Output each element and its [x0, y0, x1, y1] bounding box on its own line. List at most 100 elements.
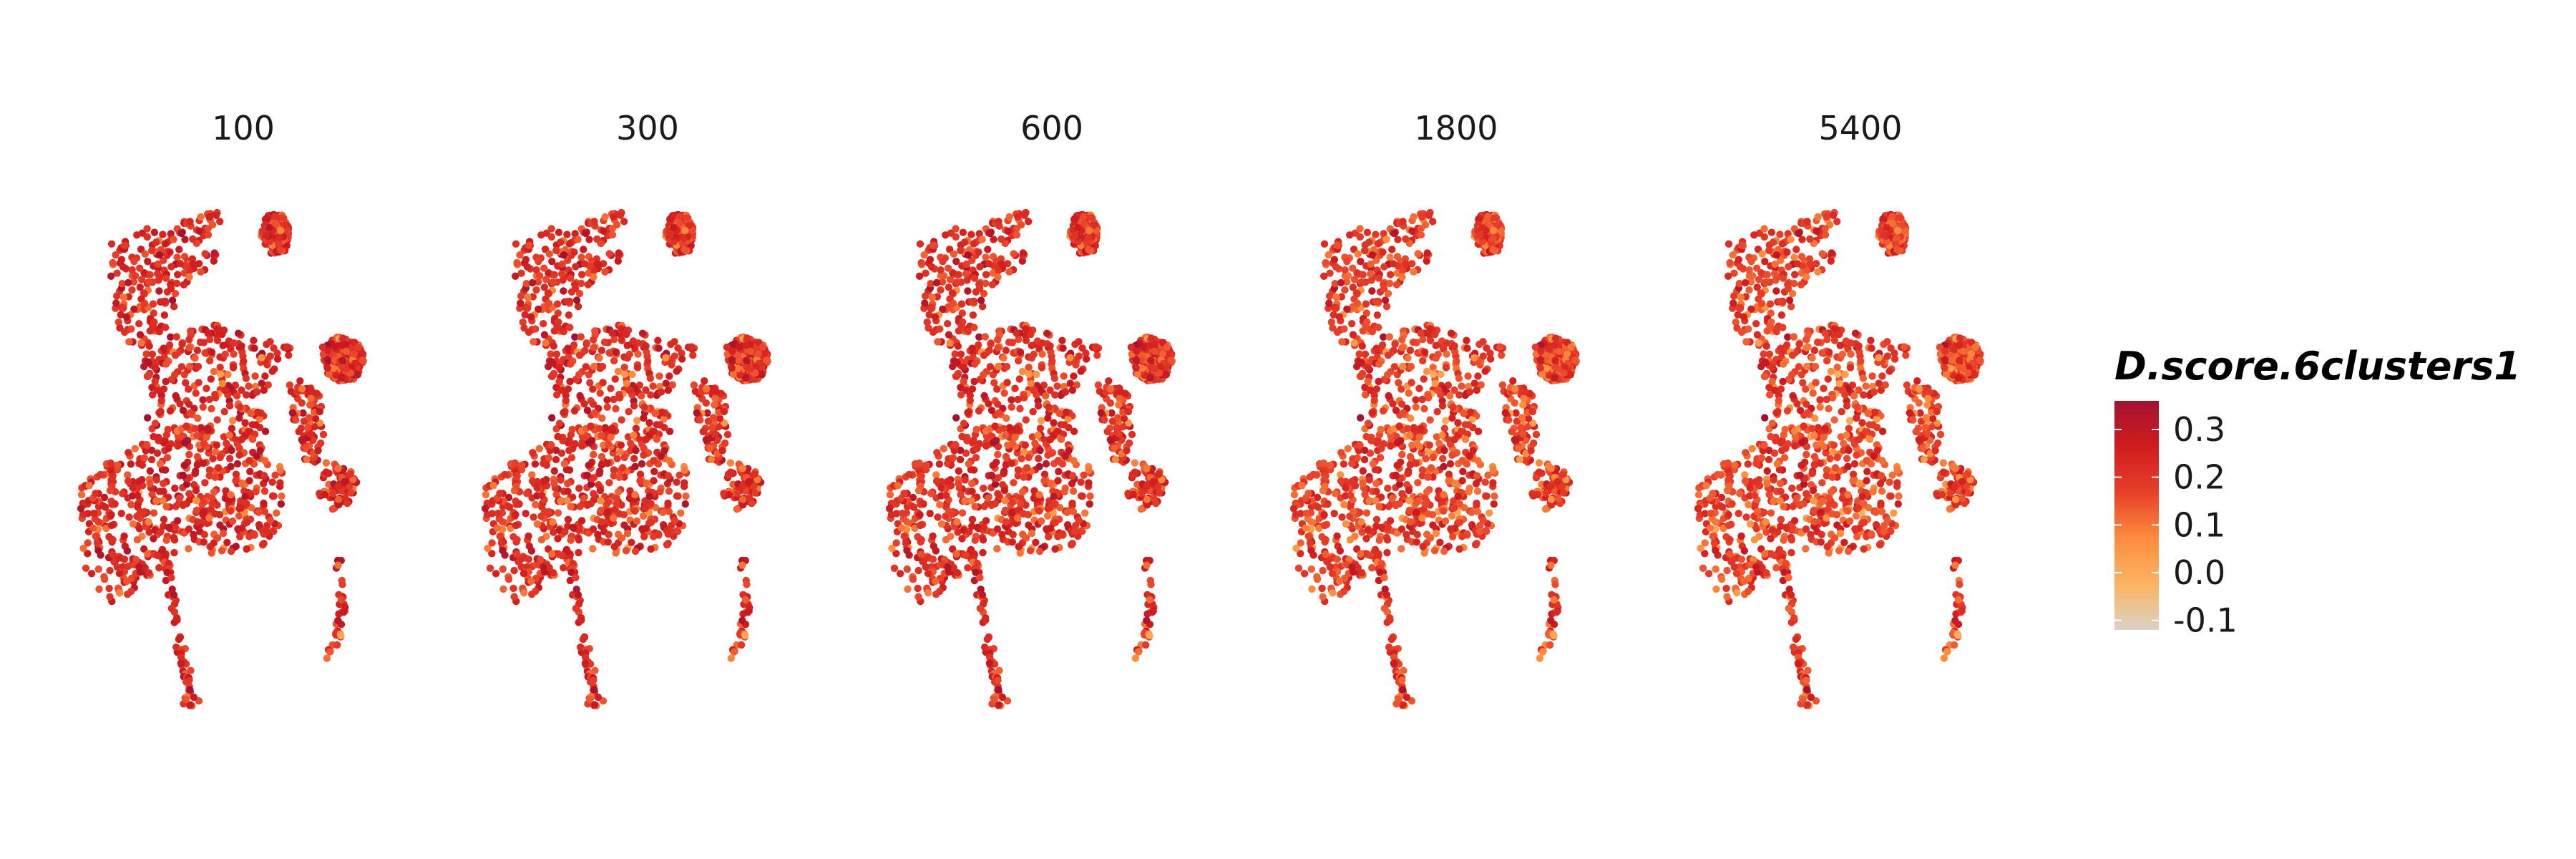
cell-point	[614, 367, 623, 376]
cell-point	[566, 324, 574, 331]
cell-point	[1045, 533, 1053, 540]
cell-point	[338, 581, 346, 588]
cell-point	[216, 364, 224, 372]
cell-point	[994, 490, 1002, 498]
cell-point	[200, 530, 208, 538]
cell-point	[699, 427, 707, 436]
cell-point	[1082, 355, 1091, 363]
cell-point	[245, 477, 253, 485]
cell-point	[157, 397, 165, 404]
cell-point	[218, 379, 226, 387]
cell-point	[641, 504, 650, 512]
cell-point	[987, 471, 995, 480]
cell-point	[203, 433, 210, 441]
cell-point	[182, 480, 191, 488]
cell-point	[618, 534, 626, 542]
cell-point	[255, 415, 263, 423]
cell-point	[515, 500, 523, 508]
cell-point	[575, 536, 583, 544]
cell-point	[922, 461, 930, 469]
cell-point	[146, 480, 154, 487]
cell-point	[962, 260, 970, 268]
cell-point	[137, 276, 146, 283]
cell-point	[107, 240, 116, 248]
cell-point	[148, 384, 156, 392]
cell-point	[117, 510, 125, 518]
cell-point	[957, 246, 965, 255]
cell-point	[595, 481, 602, 489]
cell-point	[1081, 509, 1089, 517]
cell-point	[971, 503, 979, 510]
cell-point	[564, 256, 572, 264]
cell-point	[743, 581, 751, 588]
cell-point	[596, 487, 605, 495]
cell-point	[540, 264, 548, 272]
cell-point	[900, 490, 908, 498]
cell-point	[528, 477, 537, 485]
cell-point	[109, 550, 117, 558]
cell-point	[560, 564, 567, 572]
cell-point	[496, 490, 504, 498]
cell-point	[212, 211, 220, 219]
cell-point	[1027, 330, 1035, 339]
cell-point	[978, 236, 986, 243]
cell-point	[153, 387, 162, 394]
cell-point	[620, 218, 628, 225]
cell-point	[177, 229, 185, 238]
cell-point	[303, 455, 311, 463]
cell-point	[610, 466, 618, 474]
cell-point	[645, 492, 653, 500]
cell-point	[1071, 528, 1079, 535]
cell-point	[531, 460, 540, 468]
cell-point	[185, 273, 193, 281]
cell-point	[182, 695, 190, 704]
cell-point	[591, 666, 599, 674]
cell-point	[545, 269, 552, 277]
cell-point	[159, 298, 167, 306]
cell-point	[160, 256, 167, 264]
cell-point	[584, 281, 592, 288]
cell-point	[1058, 336, 1066, 344]
cell-point	[251, 372, 259, 380]
umap-panel-100: 100	[77, 109, 367, 710]
cell-point	[980, 484, 987, 492]
cell-point	[178, 340, 186, 348]
cell-point	[537, 231, 545, 239]
cell-point	[173, 517, 182, 525]
cell-point	[550, 480, 558, 487]
cell-point	[140, 362, 148, 371]
cell-point	[966, 397, 974, 404]
cell-point	[481, 505, 489, 513]
cell-point	[273, 509, 280, 517]
cell-point	[185, 344, 193, 351]
umap-panels: 100 300 600 1800 5400	[77, 109, 1984, 710]
cell-point	[122, 313, 130, 321]
cell-point	[171, 523, 179, 531]
cell-point	[940, 445, 947, 452]
cell-point	[162, 503, 170, 510]
cell-point	[642, 435, 650, 444]
cell-point	[1057, 435, 1065, 443]
cell-point	[1002, 362, 1011, 371]
cell-point	[143, 372, 152, 380]
cell-point	[228, 517, 237, 525]
cell-point	[900, 532, 908, 540]
cell-point	[128, 266, 136, 274]
cell-point	[618, 464, 627, 472]
cell-point	[614, 488, 623, 496]
cell-point	[917, 535, 925, 544]
cell-point	[199, 460, 208, 467]
cell-point	[1063, 521, 1072, 529]
cell-point	[1054, 477, 1062, 485]
cell-point	[647, 518, 655, 526]
cell-point	[263, 215, 270, 223]
cell-point	[720, 407, 728, 416]
cell-point	[991, 422, 999, 430]
cell-point	[599, 379, 607, 387]
cell-point	[547, 350, 555, 358]
cell-point	[135, 477, 143, 485]
cell-point	[1021, 441, 1029, 449]
cell-point	[338, 334, 347, 342]
cell-point	[1129, 490, 1138, 499]
cell-point	[971, 536, 979, 544]
